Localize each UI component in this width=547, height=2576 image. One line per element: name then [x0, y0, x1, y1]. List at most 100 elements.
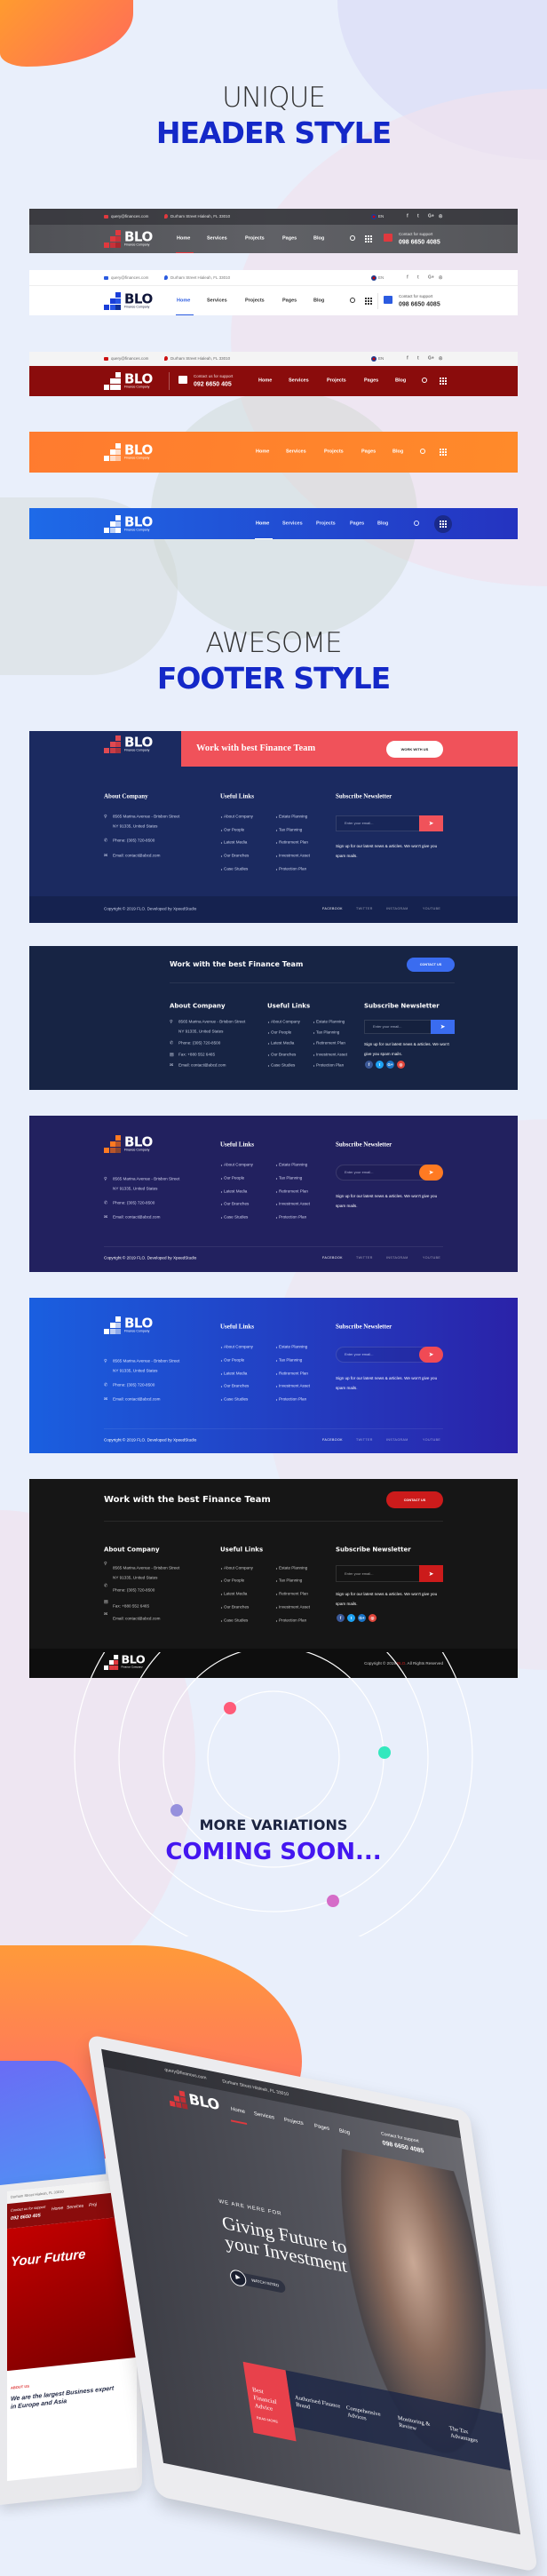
play-icon[interactable]: ▶ — [228, 2268, 248, 2288]
social-link-twitter[interactable]: TWITTER — [356, 1438, 373, 1443]
instagram-icon[interactable]: ◎ — [439, 274, 443, 281]
email-text[interactable]: Email: contact@abcd.com — [113, 853, 161, 858]
nav-projects[interactable]: Proj — [89, 2202, 97, 2208]
footer-link[interactable]: Investment Asset — [275, 1605, 310, 1610]
footer-link[interactable]: Our People — [220, 1176, 245, 1181]
footer-link[interactable]: Our People — [220, 1578, 245, 1584]
nav-home[interactable]: Home — [230, 2106, 246, 2116]
search-icon[interactable] — [350, 297, 355, 303]
social-link-twitter[interactable]: TWITTER — [356, 1256, 373, 1260]
nav-pages[interactable]: Pages — [350, 520, 365, 526]
footer-link[interactable]: Estate Planning — [275, 1345, 308, 1350]
nav-pages[interactable]: Pages — [282, 235, 297, 242]
twitter-icon[interactable]: t — [347, 1614, 355, 1622]
social-link-youtube[interactable]: YOUTUBE — [423, 907, 441, 911]
nav-pages[interactable]: Pages — [282, 297, 297, 303]
nav-home[interactable]: Home — [258, 378, 273, 384]
language-selector[interactable]: EN — [378, 274, 384, 280]
instagram-icon[interactable]: ◎ — [397, 1061, 405, 1069]
nav-blog[interactable]: Blog — [395, 378, 407, 384]
footer-link[interactable]: Case Studies — [220, 1397, 249, 1403]
instagram-icon[interactable]: ◎ — [439, 213, 443, 219]
nav-blog[interactable]: Blog — [313, 235, 325, 242]
footer-link[interactable]: Our Branches — [220, 1202, 250, 1207]
social-link-facebook[interactable]: FACEBOOK — [322, 1256, 343, 1260]
grid-menu-icon[interactable] — [365, 235, 372, 242]
search-icon[interactable] — [420, 449, 425, 454]
nav-blog[interactable]: Blog — [392, 449, 404, 455]
social-link-youtube[interactable]: YOUTUBE — [423, 1256, 441, 1260]
social-link-twitter[interactable]: TWITTER — [356, 907, 373, 911]
nav-projects[interactable]: Projects — [245, 297, 265, 303]
nav-home[interactable]: Home — [256, 520, 270, 526]
footer-link[interactable]: Case Studies — [267, 1063, 296, 1069]
footer-link[interactable]: Our People — [220, 828, 245, 833]
footer-link[interactable]: Latest Media — [220, 1371, 248, 1377]
search-icon[interactable] — [350, 235, 355, 241]
nav-home[interactable]: Home — [177, 297, 191, 303]
facebook-icon[interactable]: f — [407, 355, 408, 362]
footer-link[interactable]: Estate Planning — [275, 1163, 308, 1168]
footer-link[interactable]: About Company — [220, 1163, 253, 1168]
nav-services[interactable]: Services — [207, 297, 227, 303]
instagram-icon[interactable]: ◎ — [369, 1614, 377, 1622]
nav-blog[interactable]: Blog — [377, 520, 389, 526]
email-text[interactable]: Email: contact@abcd.com — [113, 1214, 161, 1220]
cta-button[interactable]: CONTACT US — [407, 958, 455, 972]
footer-link[interactable]: Protection Plan — [275, 1618, 307, 1624]
twitter-icon[interactable]: t — [417, 213, 419, 219]
footer-link[interactable]: Protection Plan — [275, 1215, 307, 1220]
footer-link[interactable]: Our Branches — [220, 854, 250, 859]
footer-link[interactable]: Latest Media — [220, 1592, 248, 1597]
footer-link[interactable]: Tax Planning — [313, 1030, 340, 1036]
nav-projects[interactable]: Projects — [327, 378, 346, 384]
nav-home[interactable]: Home — [256, 449, 270, 455]
footer-link[interactable]: Case Studies — [220, 1618, 249, 1624]
social-link-youtube[interactable]: YOUTUBE — [423, 1438, 441, 1443]
email-text[interactable]: Email: contact@abcd.com — [178, 1062, 226, 1068]
nav-services[interactable]: Services — [289, 378, 309, 384]
google-plus-icon[interactable]: G+ — [386, 1061, 394, 1069]
footer-link[interactable]: Latest Media — [267, 1041, 295, 1046]
footer-link[interactable]: Protection Plan — [313, 1063, 345, 1069]
footer-link[interactable]: About Company — [220, 1345, 253, 1350]
subscribe-send-button[interactable]: ➤ — [419, 1565, 443, 1582]
footer-link[interactable]: Investment Asset — [275, 1202, 310, 1207]
twitter-icon[interactable]: t — [417, 355, 419, 362]
footer-link[interactable]: Tax Planning — [275, 1578, 303, 1584]
search-icon[interactable] — [422, 378, 427, 383]
footer-link[interactable]: Investment Asset — [313, 1053, 347, 1058]
footer-link[interactable]: Our Branches — [220, 1384, 250, 1389]
grid-menu-icon[interactable] — [440, 378, 447, 385]
footer-link[interactable]: Retirement Plan — [275, 1371, 308, 1377]
footer-link[interactable]: Estate Planning — [275, 815, 308, 820]
nav-blog[interactable]: Blog — [313, 297, 325, 303]
footer-link[interactable]: Latest Media — [220, 1189, 248, 1195]
language-selector[interactable]: EN — [378, 213, 384, 219]
twitter-icon[interactable]: t — [417, 274, 419, 281]
subscribe-send-button[interactable]: ➤ — [419, 1347, 443, 1363]
social-link-instagram[interactable]: INSTAGRAM — [386, 1256, 408, 1260]
footer-link[interactable]: Case Studies — [220, 1215, 249, 1220]
nav-home[interactable]: Home — [177, 235, 191, 242]
footer-link[interactable]: Tax Planning — [275, 1176, 303, 1181]
nav-projects[interactable]: Projects — [324, 449, 344, 455]
footer-link[interactable]: Estate Planning — [313, 1020, 345, 1025]
nav-services[interactable]: Services — [207, 235, 227, 242]
nav-services[interactable]: Services — [286, 449, 306, 455]
footer-link[interactable]: Our Branches — [267, 1053, 297, 1058]
footer-link[interactable]: Our People — [267, 1030, 292, 1036]
footer-link[interactable]: Protection Plan — [275, 1397, 307, 1403]
nav-blog[interactable]: Blog — [338, 2128, 351, 2136]
footer-link[interactable]: Our People — [220, 1358, 245, 1364]
footer-link[interactable]: Tax Planning — [275, 1358, 303, 1364]
social-link-instagram[interactable]: INSTAGRAM — [386, 1438, 408, 1443]
footer-link[interactable]: About Company — [220, 1566, 253, 1571]
footer-link[interactable]: Investment Asset — [275, 854, 310, 859]
nav-services[interactable]: Services — [282, 520, 303, 526]
cta-button[interactable]: CONTACT US — [386, 1491, 443, 1508]
cta-button[interactable]: WORK WITH US — [386, 741, 443, 758]
newsletter-email-input[interactable]: Enter your email... — [336, 815, 443, 831]
email-text[interactable]: Email: contact@abcd.com — [113, 1616, 161, 1621]
facebook-icon[interactable]: f — [407, 274, 408, 281]
